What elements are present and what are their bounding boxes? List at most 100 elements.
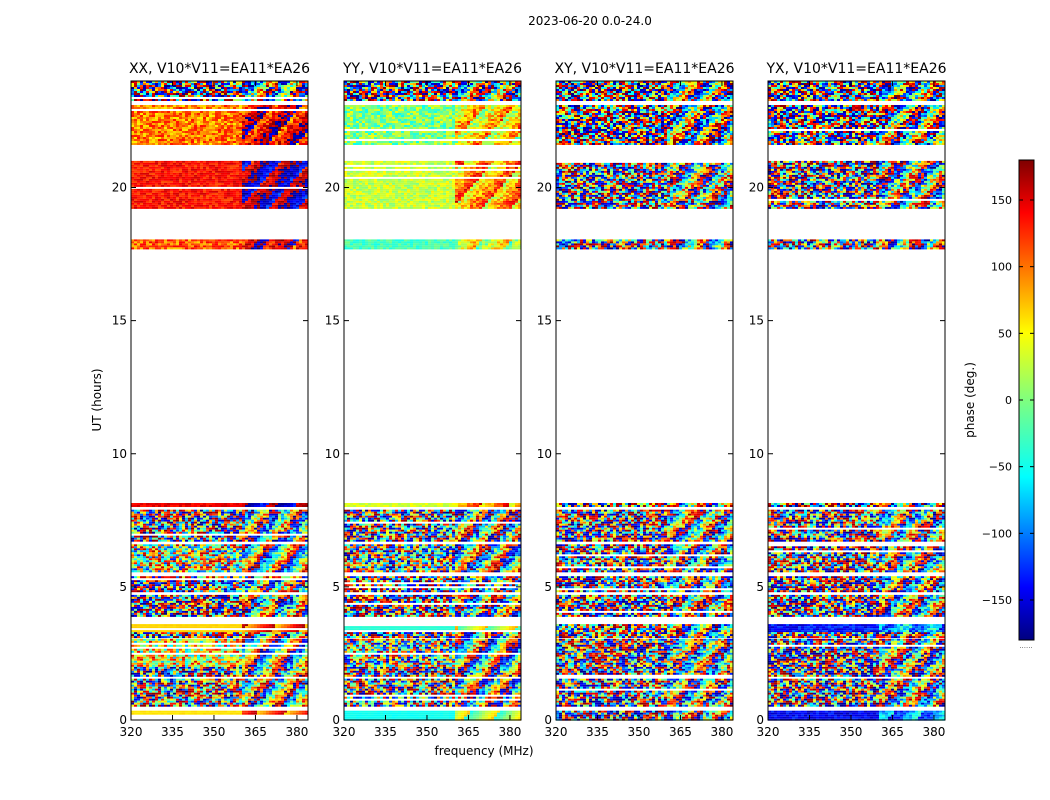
heatmap-cell — [188, 568, 191, 571]
heatmap-cell — [200, 650, 203, 653]
heatmap-cell — [152, 594, 155, 597]
heatmap-cell — [221, 624, 224, 627]
heatmap-cell — [254, 527, 257, 530]
heatmap-cell — [221, 608, 224, 611]
heatmap-cell — [281, 582, 284, 585]
heatmap-cell — [155, 634, 158, 637]
heatmap-cell — [194, 594, 197, 597]
heatmap-cell — [251, 702, 254, 705]
heatmap-cell — [215, 537, 218, 540]
heatmap-cell — [143, 614, 146, 617]
heatmap-cell — [164, 604, 167, 607]
heatmap-cell — [302, 664, 305, 667]
heatmap-cell — [164, 634, 167, 637]
heatmap-cell — [194, 702, 197, 705]
heatmap-cell — [266, 519, 269, 522]
heatmap-cell — [134, 604, 137, 607]
heatmap-cell — [134, 509, 137, 512]
heatmap-cell — [161, 548, 164, 551]
heatmap-cell — [278, 614, 281, 617]
heatmap-cell — [137, 519, 140, 522]
heatmap-cell — [179, 682, 182, 685]
heatmap-cell — [284, 666, 287, 669]
heatmap-cell — [302, 696, 305, 699]
heatmap-cell — [275, 684, 278, 687]
heatmap-cell — [146, 539, 149, 542]
heatmap-cell — [215, 664, 218, 667]
heatmap-cell — [287, 515, 290, 518]
heatmap-cell — [143, 634, 146, 637]
heatmap-cell — [263, 550, 266, 553]
heatmap-cell — [155, 702, 158, 705]
heatmap-cell — [152, 525, 155, 528]
heatmap-cell — [164, 698, 167, 701]
heatmap-cell — [242, 513, 245, 516]
heatmap-cell — [179, 634, 182, 637]
heatmap-cell — [209, 644, 212, 647]
heatmap-cell — [305, 656, 308, 659]
heatmap-cell — [233, 644, 236, 647]
heatmap-cell — [257, 566, 260, 569]
heatmap-cell — [239, 610, 242, 613]
heatmap-cell — [146, 588, 149, 591]
heatmap-cell — [299, 686, 302, 689]
heatmap-cell — [278, 668, 281, 671]
heatmap-cell — [281, 684, 284, 687]
heatmap-cell — [179, 674, 182, 677]
heatmap-cell — [200, 511, 203, 514]
heatmap-cell — [215, 521, 218, 524]
heatmap-cell — [248, 582, 251, 585]
heatmap-cell — [263, 644, 266, 647]
heatmap-cell — [203, 684, 206, 687]
heatmap-cell — [200, 638, 203, 641]
heatmap-cell — [167, 511, 170, 514]
heatmap-cell — [203, 576, 206, 579]
heatmap-cell — [254, 688, 257, 691]
heatmap-cell — [275, 690, 278, 693]
heatmap-cell — [200, 552, 203, 555]
heatmap-cell — [239, 656, 242, 659]
heatmap-cell — [137, 692, 140, 695]
heatmap-cell — [134, 550, 137, 553]
heatmap-cell — [239, 614, 242, 617]
heatmap-cell — [170, 648, 173, 651]
heatmap-cell — [176, 580, 179, 583]
heatmap-cell — [131, 674, 134, 677]
heatmap-cell — [260, 700, 263, 703]
heatmap-cell — [155, 644, 158, 647]
heatmap-cell — [218, 608, 221, 611]
heatmap-cell — [206, 690, 209, 693]
heatmap-cell — [239, 666, 242, 669]
heatmap-cell — [170, 515, 173, 518]
heatmap-cell — [203, 544, 206, 547]
heatmap-cell — [149, 660, 152, 663]
heatmap-cell — [191, 702, 194, 705]
heatmap-cell — [236, 517, 239, 520]
heatmap-cell — [179, 596, 182, 599]
heatmap-cell — [191, 636, 194, 639]
heatmap-cell — [269, 626, 272, 629]
heatmap-cell — [194, 588, 197, 591]
heatmap-cell — [194, 554, 197, 557]
heatmap-cell — [191, 678, 194, 681]
heatmap-cell — [155, 682, 158, 685]
heatmap-cell — [179, 630, 182, 633]
heatmap-cell — [257, 696, 260, 699]
heatmap-cell — [188, 546, 191, 549]
heatmap-cell — [158, 584, 161, 587]
heatmap-cell — [248, 523, 251, 526]
heatmap-cell — [206, 702, 209, 705]
heatmap-cell — [137, 664, 140, 667]
heatmap-cell — [302, 598, 305, 601]
heatmap-cell — [305, 537, 308, 540]
heatmap-cell — [158, 513, 161, 516]
heatmap-cell — [266, 624, 269, 627]
heatmap-cell — [137, 608, 140, 611]
heatmap-cell — [146, 594, 149, 597]
heatmap-cell — [236, 660, 239, 663]
heatmap-cell — [230, 660, 233, 663]
heatmap-cell — [248, 548, 251, 551]
heatmap-cell — [173, 692, 176, 695]
heatmap-cell — [152, 548, 155, 551]
heatmap-cell — [146, 630, 149, 633]
